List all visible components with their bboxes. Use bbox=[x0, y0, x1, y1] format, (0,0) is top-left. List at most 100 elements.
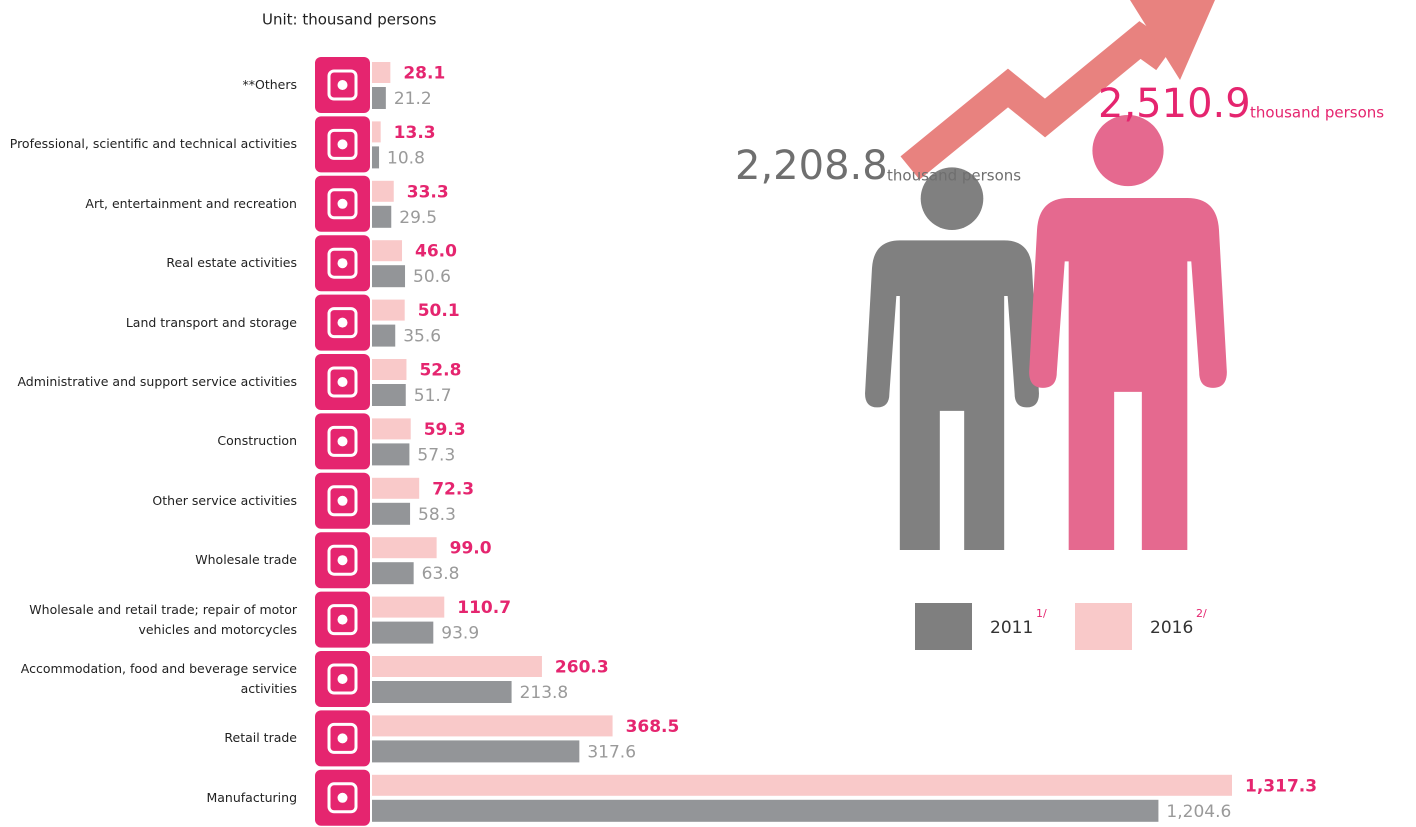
bar bbox=[372, 121, 381, 142]
icon-glyph-dot bbox=[338, 436, 348, 446]
value-label: 46.0 bbox=[415, 242, 457, 262]
value-label: 28.1 bbox=[403, 64, 445, 84]
bar bbox=[372, 597, 444, 618]
bar bbox=[372, 62, 390, 83]
category-label: Land transport and storage bbox=[4, 295, 297, 351]
person-figure bbox=[1029, 115, 1227, 550]
value-label: 13.3 bbox=[394, 123, 436, 143]
category-label: **Others bbox=[4, 57, 297, 113]
value-label: 93.9 bbox=[441, 624, 479, 644]
category-icon bbox=[315, 473, 370, 529]
category-icon bbox=[315, 710, 370, 766]
value-label: 368.5 bbox=[626, 717, 680, 737]
total-value: 2,510.9 bbox=[1098, 81, 1251, 127]
category-icon bbox=[315, 770, 370, 826]
icon-glyph-dot bbox=[338, 674, 348, 684]
value-label: 72.3 bbox=[432, 479, 474, 499]
category-label: Wholesale and retail trade; repair of mo… bbox=[4, 592, 297, 648]
value-label: 50.6 bbox=[413, 267, 451, 287]
value-label: 213.8 bbox=[520, 683, 569, 703]
bar bbox=[372, 418, 411, 439]
person-figure bbox=[865, 167, 1039, 550]
value-label: 317.6 bbox=[587, 742, 636, 762]
category-label: Manufacturing bbox=[4, 770, 297, 826]
icon-glyph-dot bbox=[338, 377, 348, 387]
total-unit: thousand persons bbox=[1250, 104, 1384, 122]
category-label: Accommodation, food and beverage service… bbox=[4, 651, 297, 707]
value-label: 21.2 bbox=[394, 89, 432, 109]
category-label: Other service activities bbox=[4, 473, 297, 529]
value-label: 63.8 bbox=[422, 564, 460, 584]
value-label: 260.3 bbox=[555, 658, 609, 678]
bar bbox=[372, 359, 406, 380]
person-body bbox=[1029, 198, 1227, 550]
value-label: 58.3 bbox=[418, 505, 456, 525]
category-icon bbox=[315, 413, 370, 469]
value-label: 1,317.3 bbox=[1245, 776, 1317, 796]
legend-label: 2016 bbox=[1150, 618, 1193, 638]
icon-glyph-dot bbox=[338, 793, 348, 803]
bar bbox=[372, 206, 391, 228]
bar bbox=[372, 300, 405, 321]
category-label: Art, entertainment and recreation bbox=[4, 176, 297, 232]
unit-note: Unit: thousand persons bbox=[262, 11, 437, 29]
bar bbox=[372, 775, 1232, 796]
bar bbox=[372, 800, 1158, 822]
bar bbox=[372, 503, 410, 525]
value-label: 1,204.6 bbox=[1166, 802, 1231, 822]
person-body bbox=[865, 240, 1039, 550]
bar bbox=[372, 478, 419, 499]
category-label: Retail trade bbox=[4, 710, 297, 766]
legend-swatch bbox=[915, 603, 972, 650]
category-icon bbox=[315, 176, 370, 232]
bar bbox=[372, 181, 394, 202]
bar bbox=[372, 715, 613, 736]
value-label: 110.7 bbox=[457, 598, 511, 618]
category-icon bbox=[315, 532, 370, 588]
bar bbox=[372, 384, 406, 406]
value-label: 57.3 bbox=[417, 445, 455, 465]
bar bbox=[372, 562, 414, 584]
page: Unit: thousand persons 2,208.8thousand p… bbox=[0, 0, 1416, 827]
category-label: Real estate activities bbox=[4, 235, 297, 291]
icon-glyph-dot bbox=[338, 555, 348, 565]
icon-glyph-dot bbox=[338, 258, 348, 268]
category-icon bbox=[315, 354, 370, 410]
icon-glyph-dot bbox=[338, 496, 348, 506]
category-icon bbox=[315, 235, 370, 291]
icon-glyph-dot bbox=[338, 318, 348, 328]
category-label: Wholesale trade bbox=[4, 532, 297, 588]
legend-swatch bbox=[1075, 603, 1132, 650]
icon-glyph-dot bbox=[338, 199, 348, 209]
value-label: 59.3 bbox=[424, 420, 466, 440]
bar bbox=[372, 87, 386, 109]
bar bbox=[372, 265, 405, 287]
bar bbox=[372, 740, 579, 762]
value-label: 99.0 bbox=[450, 539, 492, 559]
value-label: 10.8 bbox=[387, 148, 425, 168]
icon-glyph-dot bbox=[338, 80, 348, 90]
legend-note: 2/ bbox=[1196, 607, 1207, 620]
icon-glyph-dot bbox=[338, 733, 348, 743]
category-icon bbox=[315, 592, 370, 648]
total-unit: thousand persons bbox=[887, 167, 1021, 185]
category-icon bbox=[315, 295, 370, 351]
value-label: 52.8 bbox=[419, 361, 461, 381]
legend-note: 1/ bbox=[1036, 607, 1047, 620]
bar bbox=[372, 537, 437, 558]
total-value: 2,208.8 bbox=[735, 143, 888, 189]
icon-glyph-dot bbox=[338, 615, 348, 625]
category-label: Administrative and support service activ… bbox=[4, 354, 297, 410]
category-icon bbox=[315, 116, 370, 172]
category-label: Professional, scientific and technical a… bbox=[4, 116, 297, 172]
value-label: 51.7 bbox=[414, 386, 452, 406]
bar bbox=[372, 325, 395, 347]
bar bbox=[372, 656, 542, 677]
legend-label: 2011 bbox=[990, 618, 1033, 638]
value-label: 50.1 bbox=[418, 301, 460, 321]
value-label: 35.6 bbox=[403, 327, 441, 347]
category-icon bbox=[315, 651, 370, 707]
category-icon bbox=[315, 57, 370, 113]
bar bbox=[372, 443, 409, 465]
bar bbox=[372, 240, 402, 261]
